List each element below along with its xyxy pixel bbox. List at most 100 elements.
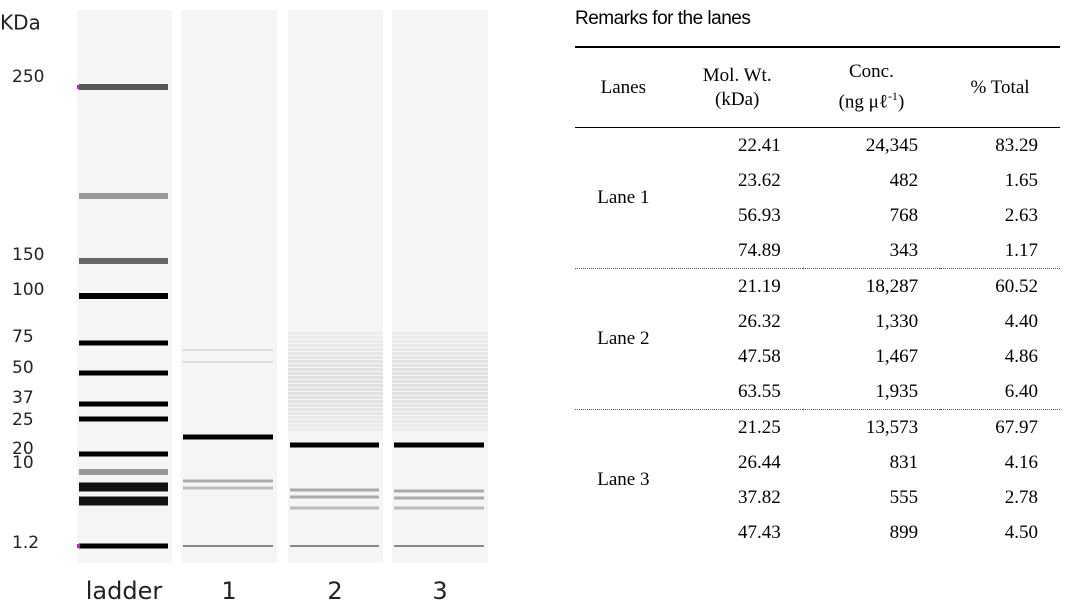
cell: 21.25 [672, 410, 803, 446]
smear [392, 348, 488, 351]
smear [288, 412, 383, 415]
smear [288, 416, 383, 419]
band [290, 545, 379, 547]
cell: 13,573 [803, 410, 940, 446]
smear [288, 372, 383, 375]
header-text: Mol. Wt. [703, 65, 772, 86]
header-text: -1 [888, 89, 898, 103]
cell: 4.50 [940, 515, 1060, 550]
smear [392, 384, 488, 387]
cell: 47.43 [672, 515, 803, 550]
cell: 1.65 [940, 163, 1060, 198]
band [394, 443, 484, 448]
band [79, 84, 168, 90]
header-text: (ng μℓ [839, 92, 888, 113]
smear [392, 380, 488, 383]
lane [288, 10, 383, 563]
cell: 56.93 [672, 198, 803, 233]
marker-label: 250 [12, 67, 44, 87]
smear [392, 344, 488, 347]
remarks-table: Lanes Mol. Wt.(kDa) Conc.(ng μℓ-1) % Tot… [575, 46, 1060, 550]
band [290, 507, 379, 510]
smear [288, 392, 383, 395]
marker-label: 37 [12, 388, 34, 408]
smear [392, 372, 488, 375]
marker-label: 25 [12, 410, 34, 430]
smear [288, 384, 383, 387]
band [79, 483, 168, 492]
marker-label: 100 [12, 280, 44, 300]
smear [288, 376, 383, 379]
marker-label: 75 [12, 327, 34, 347]
band [79, 497, 168, 506]
cell: 768 [803, 198, 940, 233]
marker-dot [77, 544, 80, 548]
smear [392, 416, 488, 419]
smear [392, 364, 488, 367]
lane [392, 10, 488, 563]
smear [392, 336, 488, 339]
smear [288, 340, 383, 343]
band [394, 507, 484, 510]
marker-label: 1.2 [12, 533, 39, 553]
band [394, 497, 484, 500]
smear [288, 404, 383, 407]
band [79, 402, 168, 407]
band [290, 496, 379, 499]
header: Lanes [575, 47, 672, 128]
band [79, 341, 168, 346]
smear [288, 356, 383, 359]
smear [288, 400, 383, 403]
cell: 1.17 [940, 233, 1060, 269]
smear [392, 412, 488, 415]
smear [288, 396, 383, 399]
smear [288, 424, 383, 427]
row: Lane 221.1918,28760.52 [575, 269, 1060, 305]
cell: 22.41 [672, 128, 803, 164]
cell: 899 [803, 515, 940, 550]
cell: 4.16 [940, 445, 1060, 480]
lane-cell: Lane 2 [575, 269, 672, 410]
smear [288, 428, 383, 431]
cell: 2.63 [940, 198, 1060, 233]
cell: 24,345 [803, 128, 940, 164]
smear [392, 404, 488, 407]
band [79, 417, 168, 422]
band [79, 293, 168, 299]
smear [288, 348, 383, 351]
smear [288, 420, 383, 423]
band [183, 361, 273, 363]
cell: 6.40 [940, 374, 1060, 410]
marker-label: 10 [12, 453, 34, 473]
lane-cell: Lane 3 [575, 410, 672, 551]
band [394, 490, 484, 493]
header: Mol. Wt.(kDa) [672, 47, 803, 128]
band [183, 480, 273, 483]
header: Conc.(ng μℓ-1) [803, 47, 940, 128]
cell: 63.55 [672, 374, 803, 410]
unit-label: KDa [0, 11, 41, 35]
smear [392, 408, 488, 411]
cell: 343 [803, 233, 940, 269]
marker-label: 150 [12, 245, 44, 265]
marker-label: 50 [12, 358, 34, 378]
cell: 21.19 [672, 269, 803, 305]
smear [288, 344, 383, 347]
header-text: Conc. [849, 61, 894, 82]
smear [392, 388, 488, 391]
smear [288, 360, 383, 363]
smear [392, 352, 488, 355]
lane-label: 2 [327, 577, 342, 605]
band [79, 258, 168, 264]
smear [392, 396, 488, 399]
cell: 1,467 [803, 339, 940, 374]
band [290, 489, 379, 492]
cell: 47.58 [672, 339, 803, 374]
band [79, 193, 168, 199]
cell: 83.29 [940, 128, 1060, 164]
smear [392, 392, 488, 395]
lane-label: ladder [86, 577, 163, 605]
cell: 37.82 [672, 480, 803, 515]
